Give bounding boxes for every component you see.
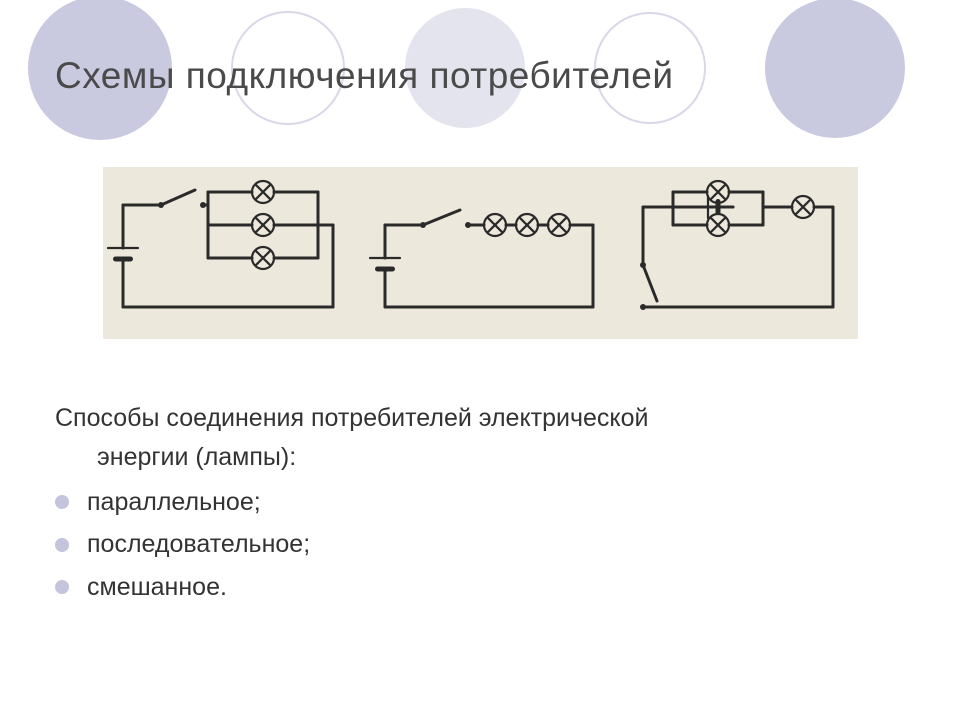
slide-content: Схемы подключения потребителей Способы с… [0,0,960,607]
bullet-text: параллельное; [87,483,261,522]
intro-text: Способы соединения потребителей электрич… [55,399,905,477]
list-item: последовательное; [55,525,905,564]
bullet-text: последовательное; [87,525,310,564]
page-title: Схемы подключения потребителей [55,55,905,97]
bullet-text: смешанное. [87,568,227,607]
bullet-dot-icon [55,495,69,509]
bullet-dot-icon [55,580,69,594]
list-item: параллельное; [55,483,905,522]
body-text: Способы соединения потребителей электрич… [55,399,905,607]
list-item: смешанное. [55,568,905,607]
intro-line1: Способы соединения потребителей электрич… [55,404,649,432]
intro-line2: энергии (лампы): [55,438,905,477]
bullet-list: параллельное;последовательное; смешанное. [55,483,905,607]
circuit-diagrams [103,167,858,339]
bullet-dot-icon [55,538,69,552]
